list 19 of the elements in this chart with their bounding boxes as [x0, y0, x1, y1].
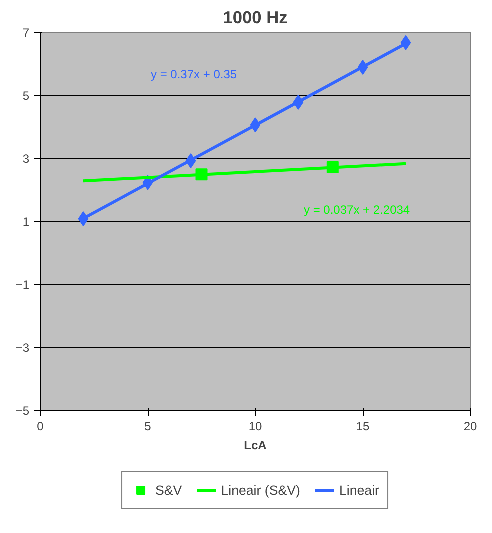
y-tick-label: 5 — [22, 89, 30, 103]
y-tick-label: −3 — [16, 341, 30, 355]
y-tick-label: −5 — [16, 404, 30, 418]
x-tick-label: 20 — [464, 420, 478, 434]
y-tick-label: 7 — [22, 26, 30, 40]
annotation: y = 0.37x + 0.35 — [151, 68, 238, 82]
x-tick-label: 10 — [248, 420, 262, 434]
y-tick-label: −1 — [16, 278, 30, 292]
legend-label: S&V — [156, 482, 182, 498]
chart-title: 1000 Hz — [223, 8, 288, 28]
legend-label: Lineair — [339, 482, 380, 498]
y-tick-label: 1 — [22, 215, 30, 229]
annotation: y = 0.037x + 2.2034 — [304, 202, 410, 217]
y-tick-label: 3 — [22, 152, 30, 166]
x-axis-title: LcA — [244, 438, 268, 452]
x-tick-label: 5 — [144, 420, 152, 434]
x-tick-label: 15 — [356, 420, 370, 434]
legend-label: Lineair (S&V) — [221, 482, 300, 498]
x-tick-label: 0 — [37, 420, 44, 434]
